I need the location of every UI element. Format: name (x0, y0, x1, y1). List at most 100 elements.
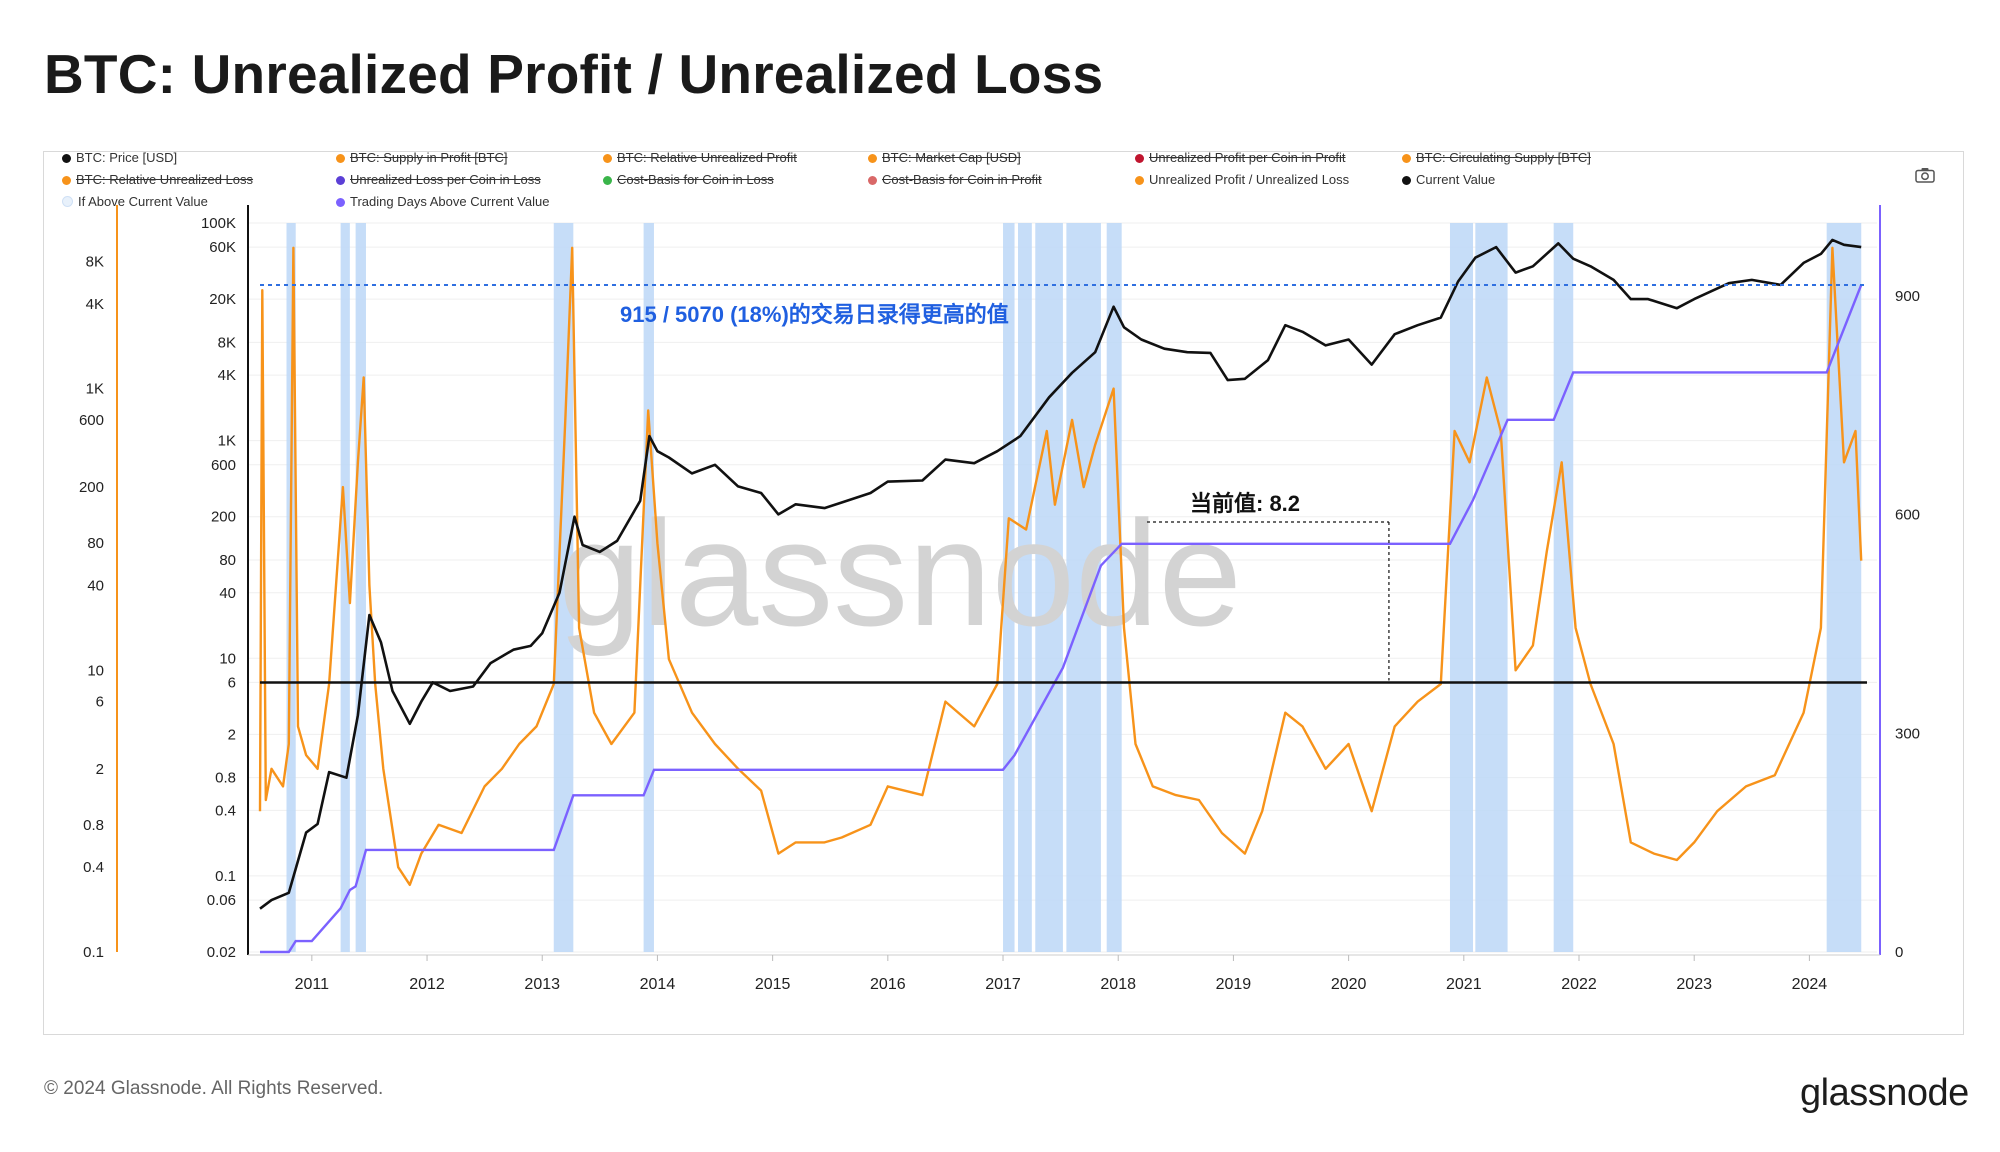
days-tick-label: 300 (1895, 725, 1920, 742)
ratio-tick-label: 0.1 (83, 944, 104, 961)
price-tick-label: 200 (211, 509, 236, 526)
legend-label: Unrealized Profit / Unrealized Loss (1149, 172, 1350, 187)
legend-label: Trading Days Above Current Value (350, 194, 550, 209)
days-tick-label: 0 (1895, 944, 1903, 961)
shaded-period (1003, 223, 1015, 952)
legend-label: Current Value (1416, 172, 1496, 187)
price-tick-label: 1K (218, 433, 236, 450)
shaded-period (1106, 223, 1122, 952)
series-lines (258, 238, 1863, 954)
legend-label: Cost-Basis for Coin in Profit (882, 172, 1042, 187)
chart-panel: BTC: Price [USD] BTC: Supply in Profit [… (43, 150, 1964, 1035)
legend-dot-7 (336, 175, 345, 185)
legend-item[interactable]: If Above Current Value (62, 194, 208, 210)
legend-item[interactable]: Unrealized Profit per Coin in Profit (1135, 150, 1346, 166)
price-tick-label: 600 (211, 457, 236, 474)
legend-item[interactable]: BTC: Supply in Profit [BTC] (336, 150, 508, 166)
legend-dot-5 (1402, 153, 1411, 163)
days-tick-label: 900 (1895, 288, 1920, 305)
shaded-period (1017, 223, 1032, 952)
ratio-tick-label: 0.8 (83, 817, 104, 834)
price-series-line (259, 238, 1862, 910)
legend-label: BTC: Supply in Profit [BTC] (350, 150, 508, 165)
price-tick-label: 4K (218, 367, 236, 384)
x-tick-label: 2013 (524, 976, 560, 993)
ratio-tick-label: 8K (86, 253, 104, 270)
x-tick-label: 2024 (1792, 976, 1828, 993)
legend-item[interactable]: BTC: Circulating Supply [BTC] (1402, 150, 1591, 166)
x-tick-label: 2017 (985, 976, 1021, 993)
legend-item[interactable]: Current Value (1402, 172, 1495, 188)
days-series-line (260, 284, 1863, 954)
legend-item[interactable]: Trading Days Above Current Value (336, 194, 549, 210)
price-tick-label: 80 (219, 552, 236, 569)
legend-label: BTC: Price [USD] (76, 150, 178, 165)
legend-item[interactable]: Unrealized Profit / Unrealized Loss (1135, 172, 1349, 188)
annotations (260, 283, 1867, 684)
legend-dot-13 (336, 197, 345, 207)
price-tick-label: 10 (219, 650, 236, 667)
x-tick-label: 2016 (870, 976, 906, 993)
price-tick-label: 0.8 (215, 770, 236, 787)
legend-item[interactable]: Cost-Basis for Coin in Loss (603, 172, 774, 188)
page-title: BTC: Unrealized Profit / Unrealized Loss (44, 43, 1104, 105)
legend-label: If Above Current Value (78, 194, 208, 209)
legend-dot-6 (62, 175, 71, 185)
ratio-tick-label: 6 (96, 694, 104, 711)
shaded-period (553, 223, 574, 952)
legend-label: Unrealized Profit per Coin in Profit (1149, 150, 1346, 165)
legend-label: BTC: Circulating Supply [BTC] (1416, 150, 1591, 165)
ratio-tick-label: 200 (79, 479, 104, 496)
current-value-annotation: 当前值: 8.2 (1190, 491, 1300, 516)
price-tick-label: 0.06 (207, 892, 236, 909)
shaded-period (643, 223, 654, 952)
x-tick-label: 2011 (295, 976, 330, 993)
legend-dot-1 (336, 153, 345, 163)
price-tick-label: 40 (219, 585, 236, 602)
x-tick-label: 2021 (1446, 976, 1482, 993)
x-tick-label: 2022 (1561, 976, 1597, 993)
legend-dot-9 (868, 175, 877, 185)
shaded-period (1449, 223, 1474, 952)
legend-label: BTC: Market Cap [USD] (882, 150, 1021, 165)
camera-icon[interactable] (1915, 167, 1935, 183)
summary-annotation: 915 / 5070 (18%)的交易日录得更高的值 (620, 302, 1009, 327)
legend-item[interactable]: Cost-Basis for Coin in Profit (868, 172, 1042, 188)
x-tick-label: 2020 (1331, 976, 1367, 993)
price-tick-label: 2 (228, 726, 236, 743)
ratio-series-line (258, 246, 1863, 886)
shaded-period (1826, 223, 1862, 952)
price-tick-label: 20K (209, 291, 236, 308)
legend-label: Cost-Basis for Coin in Loss (617, 172, 774, 187)
price-tick-label: 100K (201, 215, 236, 232)
legend-dot-4 (1135, 153, 1144, 163)
shaded-period (355, 223, 366, 952)
legend-dot-2 (603, 153, 612, 163)
legend-dot-0 (62, 153, 71, 163)
axes: 0.1 0.4 0.8 2 6 10 40 80 200 600 1K 4K 8K 0.02 0.06 0.1… (79, 205, 1920, 993)
legend-label: BTC: Relative Unrealized Loss (76, 172, 254, 187)
ratio-tick-label: 2 (96, 761, 104, 778)
price-tick-label: 0.02 (207, 944, 236, 961)
price-tick-label: 0.1 (215, 868, 236, 885)
ratio-tick-label: 10 (87, 662, 104, 679)
legend-dot-3 (868, 153, 877, 163)
legend-item[interactable]: BTC: Relative Unrealized Profit (603, 150, 797, 166)
shaded-period (1035, 223, 1063, 952)
legend-item[interactable]: BTC: Relative Unrealized Loss (62, 172, 253, 188)
watermark: glassnode (558, 489, 1242, 657)
legend-label: Unrealized Loss per Coin in Loss (350, 172, 541, 187)
shaded-period (1066, 223, 1101, 952)
legend-dot-12 (62, 195, 73, 207)
days-tick-label: 600 (1895, 507, 1920, 524)
x-tick-label: 2019 (1216, 976, 1252, 993)
legend-dot-10 (1135, 175, 1144, 185)
legend-item[interactable]: BTC: Market Cap [USD] (868, 150, 1021, 166)
ratio-tick-label: 1K (86, 381, 104, 398)
price-tick-label: 8K (218, 334, 236, 351)
x-tick-label: 2023 (1676, 976, 1712, 993)
x-tick-label: 2012 (409, 976, 445, 993)
legend-item[interactable]: Unrealized Loss per Coin in Loss (336, 172, 541, 188)
legend-item[interactable]: BTC: Price [USD] (62, 150, 177, 166)
ratio-tick-label: 80 (87, 535, 104, 552)
